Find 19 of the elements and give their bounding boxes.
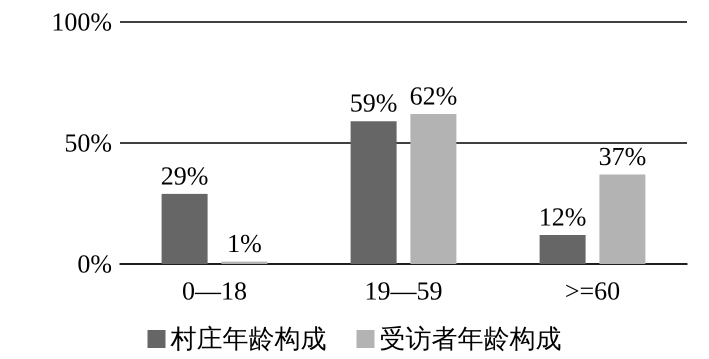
bar [350, 121, 397, 264]
data-label: 59% [350, 88, 398, 118]
y-tick-label: 50% [64, 128, 112, 158]
data-label: 12% [538, 202, 586, 232]
bar [540, 234, 586, 264]
legend-label: 受访者年龄构成 [380, 324, 562, 354]
x-tick-label: 0—18 [182, 276, 247, 306]
bar [162, 194, 208, 264]
bar [599, 174, 646, 264]
x-tick-label: 19—59 [364, 276, 442, 306]
x-tick-label: >=60 [564, 276, 620, 306]
y-tick-label: 100% [51, 8, 112, 36]
data-label: 1% [227, 229, 262, 258]
y-tick-label: 0% [77, 250, 112, 278]
legend-label: 村庄年龄构成 [170, 324, 326, 354]
data-label: 62% [410, 81, 458, 110]
data-label: 29% [160, 161, 208, 190]
bar [410, 114, 456, 264]
data-label: 37% [598, 142, 646, 171]
